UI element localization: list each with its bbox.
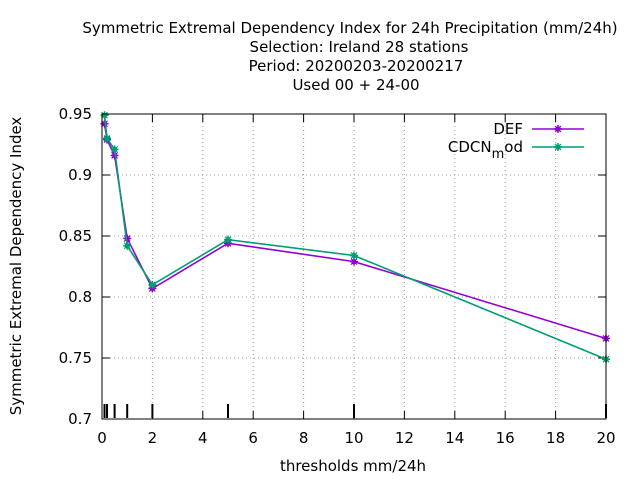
- legend-label-cdcn-tail: od: [504, 138, 523, 156]
- x-tick-label: 0: [97, 429, 107, 447]
- data-point: [148, 280, 157, 289]
- data-point: [350, 251, 358, 260]
- y-tick-label: 0.75: [59, 349, 92, 367]
- x-tick-label: 12: [395, 429, 414, 447]
- legend-label-cdcn-sub: m: [492, 147, 505, 162]
- legend-marker-cdcnmod: [554, 143, 562, 151]
- x-tick-label: 10: [344, 429, 363, 447]
- data-point: [110, 145, 119, 154]
- title-line-1: Symmetric Extremal Dependency Index for …: [82, 19, 617, 37]
- data-point: [224, 235, 232, 244]
- y-tick-label: 0.85: [59, 227, 92, 245]
- x-axis-label: thresholds mm/24h: [280, 457, 426, 475]
- x-tick-label: 6: [248, 429, 258, 447]
- y-axis-ticks: 0.7 0.75 0.8 0.85 0.9 0.95: [59, 105, 606, 428]
- y-axis-label: Symmetric Extremal Dependency Index: [7, 117, 25, 416]
- x-tick-label: 14: [445, 429, 464, 447]
- legend-point: [554, 143, 562, 151]
- data-point: [103, 134, 112, 143]
- legend-label-cdcn-main: CDCN: [448, 138, 492, 156]
- x-tick-label: 4: [198, 429, 208, 447]
- series-line: [103, 123, 607, 340]
- grid: [102, 114, 606, 419]
- legend-point: [554, 125, 562, 133]
- legend-marker-def: [554, 125, 562, 133]
- legend-label-def: DEF: [493, 120, 523, 138]
- data-point: [350, 257, 358, 266]
- y-tick-label: 0.95: [59, 105, 92, 123]
- x-tick-label: 18: [546, 429, 565, 447]
- threshold-marks: [103, 404, 607, 418]
- y-tick-label: 0.7: [68, 410, 92, 428]
- y-tick-label: 0.9: [68, 166, 92, 184]
- x-tick-label: 8: [299, 429, 309, 447]
- y-tick-label: 0.8: [68, 288, 92, 306]
- legend-label-cdcnmod: CDCNmod: [448, 138, 523, 162]
- title-line-3: Period: 20200203-20200217: [249, 57, 464, 75]
- title-line-4: Used 00 + 24-00: [292, 76, 419, 94]
- x-axis-ticks: 0 2 4 6 8 10 12 14 16 18 20: [97, 114, 616, 447]
- chart-title: Symmetric Extremal Dependency Index for …: [82, 19, 617, 94]
- series-layer: [100, 111, 610, 364]
- x-tick-label: 20: [596, 429, 615, 447]
- series-1: [100, 111, 610, 364]
- title-line-2: Selection: Ireland 28 stations: [250, 38, 469, 56]
- series-line: [103, 115, 607, 360]
- x-tick-label: 16: [496, 429, 515, 447]
- series-0: [100, 119, 610, 343]
- data-point: [123, 241, 132, 250]
- legend: DEF CDCNmod: [448, 120, 584, 162]
- x-tick-label: 2: [148, 429, 158, 447]
- plot-frame: [101, 113, 607, 420]
